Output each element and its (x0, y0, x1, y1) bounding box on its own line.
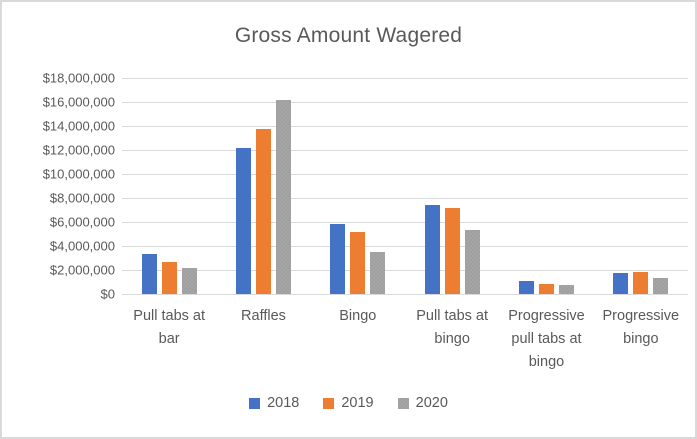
bar-2020 (653, 278, 669, 294)
legend-swatch-2020 (397, 397, 409, 409)
x-category-label: Raffles (241, 308, 286, 324)
y-tick-label: $2,000,000 (49, 262, 115, 278)
bar-2019 (538, 283, 554, 294)
legend: 2018 2019 2020 (2, 395, 695, 411)
bar-2020 (275, 99, 291, 294)
gridline (122, 245, 688, 247)
legend-swatch-2018 (249, 397, 261, 409)
y-tick-label: $6,000,000 (49, 214, 115, 230)
gridline (122, 101, 688, 103)
bar-2020 (558, 285, 574, 294)
gridline (122, 173, 688, 175)
y-tick-label: $0 (100, 286, 115, 302)
bar-2018 (141, 254, 157, 294)
bar-2019 (633, 272, 649, 294)
legend-label: 2020 (415, 395, 448, 411)
gridline (122, 197, 688, 199)
gridline (122, 269, 688, 271)
bar-2018 (613, 273, 629, 294)
x-axis: Pull tabs at bar Raffles Bingo Pull tabs at… (122, 305, 688, 374)
y-tick-label: $14,000,000 (42, 118, 115, 134)
x-category-label: Pull tabs at bar (133, 308, 206, 347)
bar-2018 (518, 281, 534, 294)
x-category-label: Pull tabs at bingo (416, 308, 489, 347)
bar-group (216, 78, 310, 294)
legend-label: 2019 (341, 395, 374, 411)
bar-2018 (424, 204, 440, 294)
gridline (122, 221, 688, 223)
y-axis: $0 $2,000,000 $4,000,000 $6,000,000 $8,000,0… (2, 71, 115, 302)
y-tick-label: $8,000,000 (49, 190, 115, 206)
bar-2019 (161, 262, 177, 294)
bar-group (594, 78, 688, 294)
plot-area (122, 77, 688, 295)
y-tick-label: $12,000,000 (42, 142, 115, 158)
legend-item-2018: 2018 (249, 395, 299, 411)
bar-group (405, 78, 499, 294)
bar-2018 (330, 223, 346, 294)
y-tick-label: $4,000,000 (49, 238, 115, 254)
gridline (122, 125, 688, 127)
bar-2020 (370, 252, 386, 294)
x-category-label: Bingo (339, 308, 377, 324)
gridline (122, 77, 688, 79)
bar-2019 (255, 129, 271, 294)
legend-swatch-2019 (323, 397, 335, 409)
bar-2019 (444, 207, 460, 294)
x-category-label: Progressive bingo (602, 308, 680, 347)
gridline (122, 149, 688, 151)
y-tick-label: $10,000,000 (42, 166, 115, 182)
chart-title: Gross Amount Wagered (234, 24, 463, 47)
y-tick-label: $18,000,000 (42, 70, 115, 86)
bar-group (499, 78, 593, 294)
x-category-label: Progressive pull tabs at bingo (508, 308, 585, 370)
bar-2018 (235, 147, 251, 294)
legend-item-2020: 2020 (397, 395, 448, 411)
x-axis-line (122, 293, 688, 295)
y-tick-label: $16,000,000 (42, 94, 115, 110)
bar-2020 (464, 230, 480, 294)
bar-2019 (350, 231, 366, 294)
legend-label: 2018 (267, 395, 300, 411)
bar-2020 (181, 267, 197, 294)
bar-group (311, 78, 405, 294)
bar-group (122, 78, 216, 294)
legend-item-2019: 2019 (323, 395, 374, 411)
